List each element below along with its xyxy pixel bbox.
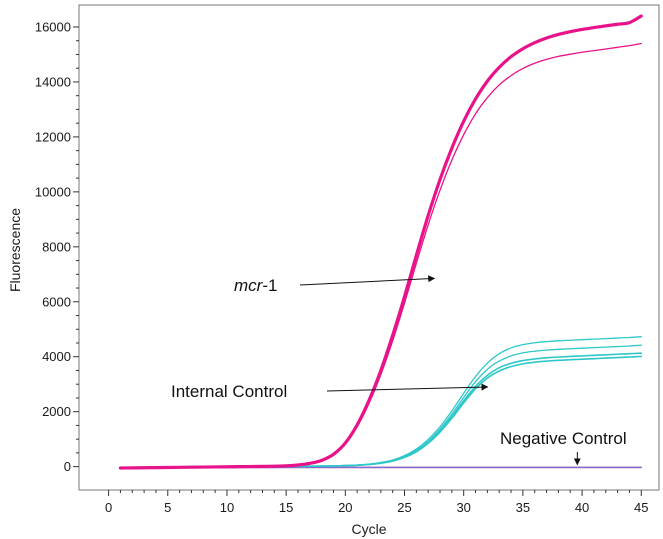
x-tick-label: 30	[456, 500, 470, 515]
x-tick-label: 45	[634, 500, 648, 515]
series-line-ic-2	[119, 344, 642, 469]
x-tick-label: 15	[279, 500, 293, 515]
series-layer	[118, 14, 643, 470]
y-axis-title: Fluorescence	[7, 208, 23, 292]
annotation-negative-control: Negative Control	[500, 429, 627, 466]
x-tick-label: 40	[575, 500, 589, 515]
plot-frame	[78, 4, 660, 491]
annotation-internal-control: Internal Control	[171, 382, 489, 401]
x-tick-label: 25	[397, 500, 411, 515]
y-tick-label: 10000	[35, 184, 71, 199]
annotation-label: Internal Control	[171, 382, 287, 401]
x-tick-label: 0	[105, 500, 112, 515]
annotation-label: Negative Control	[500, 429, 627, 448]
annotation-label: mcr-1	[234, 276, 277, 295]
annotation-arrow	[299, 275, 436, 286]
series-line-mcr-2	[119, 42, 642, 469]
y-tick-label: 4000	[42, 349, 71, 364]
x-axis: 0 5 10 15 20 25 30 35 40 45	[105, 490, 648, 515]
y-tick-label: 8000	[42, 239, 71, 254]
annotation-layer: mcr-1 Internal Control Negative Control	[171, 275, 627, 466]
x-axis-title: Cycle	[351, 521, 386, 537]
annotation-mcr1: mcr-1	[234, 275, 436, 295]
y-tick-label: 2000	[42, 404, 71, 419]
y-tick-label: 6000	[42, 294, 71, 309]
y-tick-label: 12000	[35, 129, 71, 144]
y-axis: 0 2000 4000 6000 8000 10000 12000 14000 16000	[35, 19, 79, 474]
y-tick-label: 14000	[35, 74, 71, 89]
y-tick-label: 0	[64, 459, 71, 474]
x-tick-label: 5	[164, 500, 171, 515]
x-tick-label: 20	[338, 500, 352, 515]
x-tick-label: 10	[220, 500, 234, 515]
annotation-arrow	[326, 383, 489, 392]
y-tick-label: 16000	[35, 19, 71, 34]
x-tick-label: 35	[516, 500, 530, 515]
